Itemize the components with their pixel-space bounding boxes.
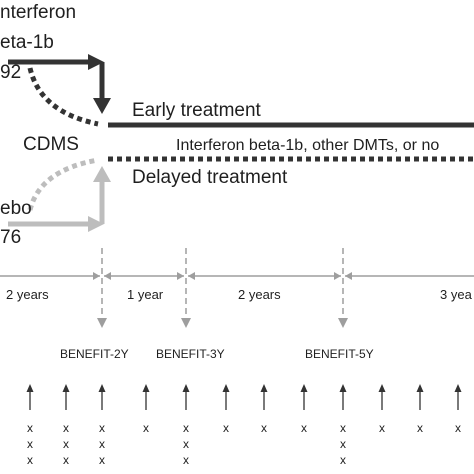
top-arm-line3: 92	[0, 62, 21, 83]
visit-arrow-icon	[339, 384, 347, 392]
visit-x-mark: x	[379, 421, 385, 435]
visit-x-mark: x	[27, 453, 33, 467]
visit-arrow-icon	[454, 384, 462, 392]
visit-x-mark: x	[183, 453, 189, 467]
visit-x-mark: x	[99, 453, 105, 467]
period-label-4: 3 yea	[440, 287, 473, 302]
visit-arrow-icon	[260, 384, 268, 392]
down-arrow-icon	[93, 98, 111, 114]
top-arm-line1: nterferon	[0, 2, 76, 23]
visit-x-mark: x	[63, 421, 69, 435]
visit-arrow-icon	[300, 384, 308, 392]
visit-x-mark: x	[63, 437, 69, 451]
visit-x-mark: x	[417, 421, 423, 435]
bottom-arm-line1: ebo	[0, 198, 32, 219]
period-label-2: 1 year	[127, 287, 164, 302]
period-label-3: 2 years	[238, 287, 281, 302]
up-arrow-icon	[93, 166, 111, 182]
visit-x-mark: x	[340, 453, 346, 467]
visit-x-mark: x	[183, 421, 189, 435]
visit-x-mark: x	[223, 421, 229, 435]
timeline	[0, 248, 474, 328]
visit-x-mark: x	[99, 437, 105, 451]
visit-x-mark: x	[340, 421, 346, 435]
visit-x-mark: x	[99, 421, 105, 435]
study-label-3y: BENEFIT-3Y	[156, 347, 225, 361]
event-label: CDMS	[23, 134, 79, 155]
visit-x-mark: x	[27, 437, 33, 451]
visit-x-mark: x	[143, 421, 149, 435]
study-label-5y: BENEFIT-5Y	[305, 347, 374, 361]
visit-arrow-icon	[26, 384, 34, 392]
top-arm-line2: eta-1b	[0, 32, 54, 53]
delayed-treatment-label: Delayed treatment	[132, 167, 288, 188]
visit-arrow-icon	[222, 384, 230, 392]
visit-arrow-icon	[142, 384, 150, 392]
visit-arrow-icon	[416, 384, 424, 392]
top-arm	[8, 54, 111, 127]
early-treatment-label: Early treatment	[132, 100, 262, 121]
visit-x-mark: x	[27, 421, 33, 435]
visit-x-mark: x	[183, 437, 189, 451]
visit-arrow-icon	[62, 384, 70, 392]
visit-x-mark: x	[63, 453, 69, 467]
visit-x-mark: x	[301, 421, 307, 435]
visit-x-mark: x	[261, 421, 267, 435]
visit-x-mark: x	[340, 437, 346, 451]
visit-arrow-icon	[378, 384, 386, 392]
visit-arrow-icon	[98, 384, 106, 392]
therapy-label: Interferon beta-1b, other DMTs, or no	[176, 137, 439, 154]
period-label-1: 2 years	[6, 287, 49, 302]
bottom-arm-line2: 76	[0, 227, 21, 248]
visit-arrow-icon	[182, 384, 190, 392]
visit-x-mark: x	[455, 421, 461, 435]
study-label-2y: BENEFIT-2Y	[60, 347, 129, 361]
bottom-arm	[8, 157, 111, 232]
